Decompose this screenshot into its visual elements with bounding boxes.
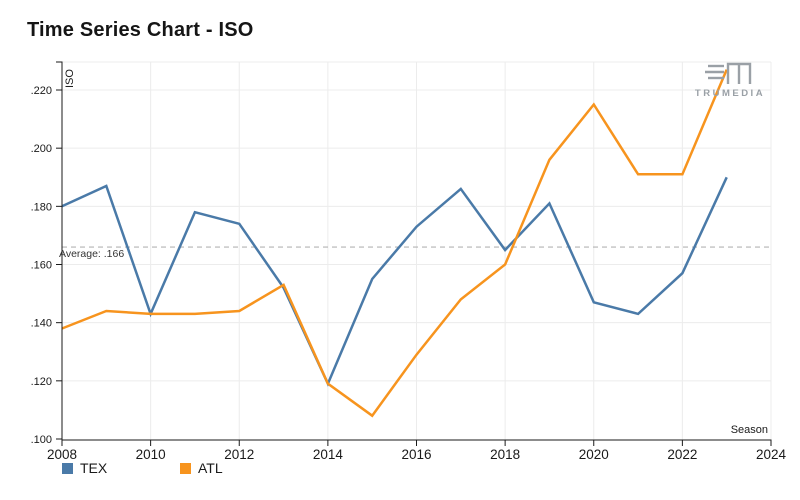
y-tick-label: .200 xyxy=(31,143,52,155)
legend-item-tex[interactable]: TEX xyxy=(62,460,107,476)
x-tick-label: 2012 xyxy=(224,447,254,462)
tex-color-swatch xyxy=(62,462,73,474)
x-tick-label: 2022 xyxy=(667,447,697,462)
x-tick-label: 2018 xyxy=(490,447,520,462)
y-tick-label: .220 xyxy=(31,85,52,97)
atl-series-line[interactable] xyxy=(61,69,728,418)
y-tick-label: .140 xyxy=(31,318,52,330)
page-title: Time Series Chart - ISO xyxy=(27,19,254,42)
y-tick-label: .100 xyxy=(31,434,52,446)
tex-series-line[interactable] xyxy=(61,176,728,387)
axis-domain xyxy=(56,61,772,446)
legend-item-atl[interactable]: ATL xyxy=(180,460,223,476)
x-tick-label: 2020 xyxy=(579,447,609,462)
x-tick-label: 2024 xyxy=(756,447,787,462)
y-tick-label: .120 xyxy=(31,376,52,388)
atl-color-swatch xyxy=(180,462,191,474)
y-tick-label: .160 xyxy=(31,260,52,272)
x-axis-title: Season xyxy=(730,424,768,436)
x-tick-label: 2014 xyxy=(313,447,344,462)
x-tick-label: 2008 xyxy=(47,447,77,462)
x-tick-label: 2010 xyxy=(136,447,166,462)
legend-label-atl: ATL xyxy=(198,460,223,476)
trumedia-logo-text: TRUMEDIA xyxy=(694,88,766,99)
average-line-label: Average: .166 xyxy=(59,248,125,260)
y-tick-label: .180 xyxy=(31,201,52,213)
y-axis-title: ISO xyxy=(64,69,76,88)
x-tick-label: 2016 xyxy=(401,447,431,462)
legend: TEX ATL xyxy=(0,458,800,482)
legend-label-tex: TEX xyxy=(80,460,108,476)
